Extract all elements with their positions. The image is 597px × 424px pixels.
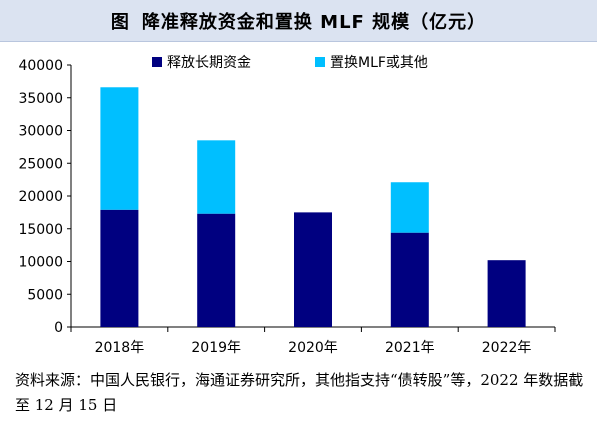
x-tick-label: 2020年 <box>288 340 338 356</box>
bar-mlf-replacement <box>390 182 429 233</box>
legend-swatch <box>315 57 325 67</box>
y-tick-label: 30000 <box>18 124 63 140</box>
chart-title-text: 降准释放资金和置换 MLF 规模（亿元） <box>141 11 487 33</box>
y-tick-label: 40000 <box>18 58 63 74</box>
bar-long-term-funds <box>100 209 139 327</box>
y-tick-label: 5000 <box>27 287 63 303</box>
figure-label: 图 <box>110 11 130 33</box>
bar-long-term-funds <box>294 212 332 327</box>
y-tick-label: 0 <box>54 320 63 336</box>
x-tick-label: 2018年 <box>95 340 145 356</box>
legend-label: 释放长期资金 <box>167 55 251 71</box>
bar-long-term-funds <box>197 213 236 327</box>
x-tick-label: 2021年 <box>385 340 435 356</box>
source-note: 资料来源：中国人民银行，海通证券研究所，其他指支持“债转股”等，2022 年数据… <box>15 371 584 414</box>
y-tick-label: 35000 <box>18 91 63 107</box>
legend-label: 置换MLF或其他 <box>330 54 428 71</box>
legend-swatch <box>152 57 162 67</box>
bar-mlf-replacement <box>100 87 139 210</box>
bar-mlf-replacement <box>197 140 236 214</box>
x-tick-label: 2019年 <box>191 340 241 356</box>
y-tick-label: 25000 <box>18 156 63 172</box>
bar-long-term-funds <box>390 232 429 327</box>
x-tick-label: 2022年 <box>482 340 532 356</box>
y-tick-label: 15000 <box>18 222 63 238</box>
chart-title: 图 降准释放资金和置换 MLF 规模（亿元） <box>0 0 597 42</box>
bar-chart: 0 5000 10000 15000 20000 25000 30000 35000 40000… <box>18 54 556 356</box>
y-tick-label: 20000 <box>18 189 63 205</box>
y-tick-label: 10000 <box>18 255 63 271</box>
bar-long-term-funds <box>487 260 526 327</box>
